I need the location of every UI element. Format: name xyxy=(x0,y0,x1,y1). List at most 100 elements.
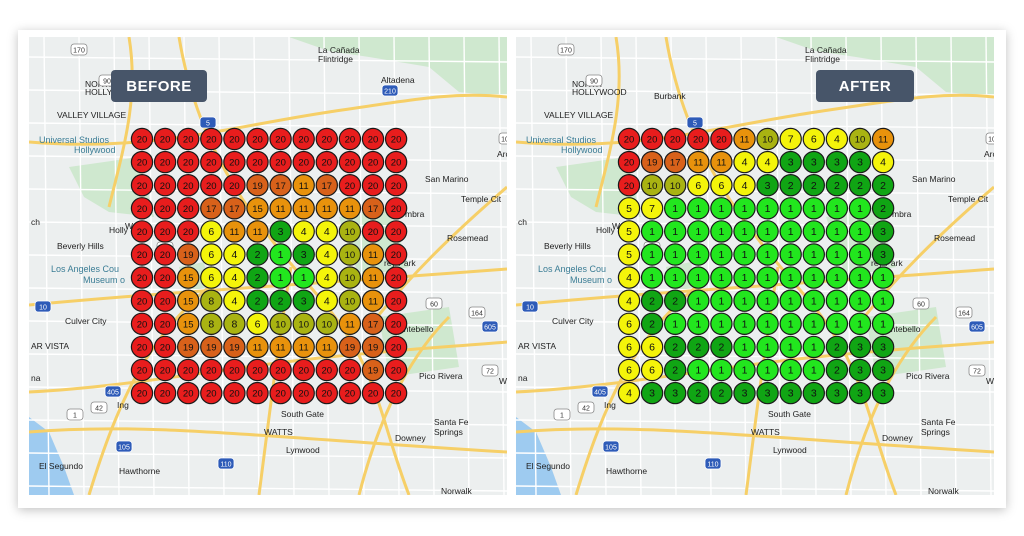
rank-circle xyxy=(733,220,756,243)
rank-value: 1 xyxy=(301,272,307,284)
rank-marker: 20 xyxy=(246,150,269,174)
rank-marker: 20 xyxy=(269,358,292,382)
map-label: San Marino xyxy=(912,174,956,184)
road-shield: 405 xyxy=(104,385,122,398)
rank-marker: 20 xyxy=(361,381,385,405)
rank-circle xyxy=(338,289,362,312)
rank-marker: 20 xyxy=(640,127,664,151)
rank-value: 1 xyxy=(857,249,863,261)
rank-marker: 20 xyxy=(200,173,223,197)
road-shield: 1 xyxy=(553,408,571,421)
rank-marker: 6 xyxy=(617,312,641,335)
rank-circle xyxy=(315,243,338,266)
rank-circle xyxy=(687,220,710,243)
rank-circle xyxy=(733,127,756,151)
rank-marker: 11 xyxy=(361,289,385,312)
ocean xyxy=(29,417,74,495)
rank-marker: 1 xyxy=(663,243,687,266)
rank-value: 4 xyxy=(231,272,237,284)
map-label: Museum o xyxy=(83,275,125,285)
rank-circle xyxy=(825,266,849,289)
rank-value: 1 xyxy=(788,295,794,307)
rank-circle xyxy=(825,335,849,359)
rank-circle xyxy=(176,381,200,405)
rank-value: 2 xyxy=(695,388,701,400)
rank-circle xyxy=(617,381,641,405)
svg-text:10: 10 xyxy=(526,305,534,312)
rank-marker: 20 xyxy=(617,127,641,151)
rank-marker: 7 xyxy=(640,197,664,220)
rank-value: 20 xyxy=(624,181,635,192)
rank-circle xyxy=(246,150,269,174)
rank-circle xyxy=(640,173,664,197)
rank-circle xyxy=(710,150,733,174)
rank-circle xyxy=(779,173,802,197)
rank-marker: 1 xyxy=(640,243,664,266)
rank-value: 1 xyxy=(811,318,817,330)
rank-value: 17 xyxy=(322,181,333,192)
rank-circle xyxy=(246,220,269,243)
rank-circle xyxy=(617,150,641,174)
rank-value: 10 xyxy=(345,250,356,261)
rank-marker: 10 xyxy=(292,312,315,335)
rank-value: 11 xyxy=(740,135,750,146)
rank-circle xyxy=(779,381,802,405)
rank-marker: 1 xyxy=(710,289,733,312)
rank-marker: 1 xyxy=(710,220,733,243)
rank-value: 2 xyxy=(672,295,678,307)
rank-value: 2 xyxy=(834,365,840,377)
rank-circle xyxy=(200,266,223,289)
rank-value: 10 xyxy=(670,181,681,192)
rank-value: 1 xyxy=(649,249,655,261)
rank-value: 20 xyxy=(368,135,379,146)
rank-marker: 11 xyxy=(871,127,895,151)
rank-circle xyxy=(871,150,895,174)
rank-circle xyxy=(246,312,269,335)
rank-marker: 15 xyxy=(176,289,200,312)
rank-marker: 20 xyxy=(246,127,269,151)
rank-value: 20 xyxy=(647,135,658,146)
rank-circle xyxy=(871,220,895,243)
rank-circle xyxy=(384,312,408,335)
rank-value: 20 xyxy=(391,343,402,354)
rank-value: 20 xyxy=(322,366,333,377)
road-shield: 101 xyxy=(498,132,507,145)
rank-value: 2 xyxy=(880,180,886,192)
rank-marker: 4 xyxy=(756,150,779,174)
rank-value: 20 xyxy=(275,389,286,400)
rank-circle xyxy=(292,266,315,289)
rank-marker: 6 xyxy=(617,335,641,359)
rank-circle xyxy=(871,381,895,405)
rank-circle xyxy=(733,312,756,335)
rank-marker: 11 xyxy=(246,335,269,359)
rank-value: 6 xyxy=(649,342,655,354)
svg-text:5: 5 xyxy=(206,121,210,128)
rank-circle xyxy=(640,289,664,312)
rank-circle xyxy=(361,197,385,220)
rank-value: 1 xyxy=(672,203,678,215)
rank-marker: 1 xyxy=(733,289,756,312)
rank-value: 3 xyxy=(811,157,817,169)
rank-marker: 2 xyxy=(269,289,292,312)
rank-value: 3 xyxy=(278,226,284,238)
rank-value: 20 xyxy=(206,366,217,377)
rank-marker: 1 xyxy=(848,312,872,335)
rank-marker: 19 xyxy=(361,358,385,382)
rank-value: 1 xyxy=(765,365,771,377)
rank-circle xyxy=(871,312,895,335)
svg-text:72: 72 xyxy=(973,369,981,376)
rank-circle xyxy=(130,220,154,243)
street xyxy=(218,37,225,495)
rank-circle xyxy=(246,381,269,405)
rank-marker: 3 xyxy=(871,358,895,382)
rank-circle xyxy=(153,335,177,359)
rank-circle xyxy=(176,289,200,312)
rank-circle xyxy=(710,266,733,289)
rank-marker: 20 xyxy=(153,312,177,335)
map-label: Flintridge xyxy=(318,54,353,64)
rank-value: 4 xyxy=(626,272,632,284)
rank-circle xyxy=(756,312,779,335)
rank-value: 20 xyxy=(298,366,309,377)
rank-marker: 4 xyxy=(825,127,849,151)
rank-marker: 20 xyxy=(663,127,687,151)
